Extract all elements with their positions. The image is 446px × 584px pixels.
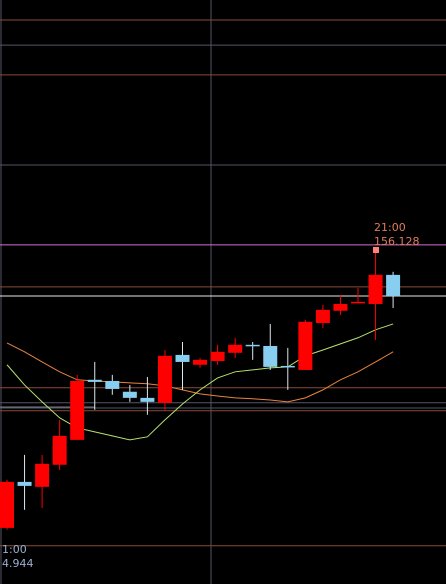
candle-body (298, 321, 313, 370)
candle-body (52, 435, 67, 465)
candle-body (280, 365, 295, 368)
candle-body (210, 351, 225, 362)
candle-body (368, 274, 383, 304)
candle-body (0, 481, 14, 528)
top-price: 156.128 (374, 235, 420, 248)
candle-body (87, 379, 102, 382)
candle-body (263, 345, 278, 367)
candle-body (175, 354, 190, 362)
candle-body (70, 380, 85, 440)
ma-line (6, 342, 394, 403)
candle-body (35, 463, 50, 487)
candle-body (228, 344, 243, 353)
candle-body (315, 309, 330, 323)
candle-body (333, 303, 348, 311)
bottom-price: 4.944 (2, 557, 34, 570)
candle-body (193, 359, 208, 365)
candle-body (140, 397, 155, 402)
marker (373, 247, 379, 253)
candle-body (245, 344, 260, 347)
candle-body (105, 380, 120, 389)
top-time: 21:00 (374, 221, 406, 234)
candle-body (17, 481, 32, 486)
candle-body (351, 301, 365, 304)
candles (0, 249, 401, 530)
candle-body (157, 355, 172, 403)
candle-body (386, 274, 401, 296)
bottom-time: 1:00 (2, 543, 27, 556)
ma-line (6, 323, 394, 441)
candle-body (122, 391, 137, 398)
moving-averages (6, 323, 394, 441)
